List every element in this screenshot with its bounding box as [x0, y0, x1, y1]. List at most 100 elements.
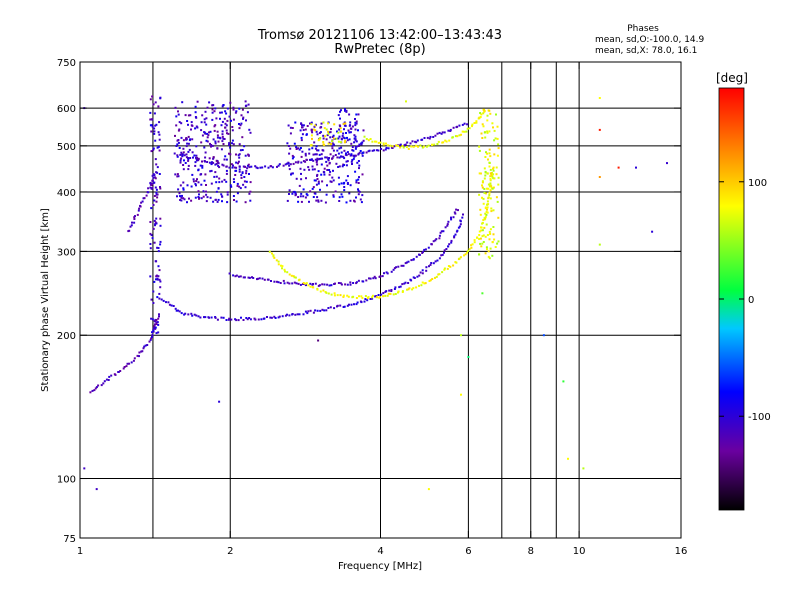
cluster-point	[314, 147, 317, 150]
cluster-point	[495, 113, 497, 116]
trace-point	[393, 267, 396, 270]
cluster-point	[211, 144, 214, 147]
cluster-point	[231, 166, 234, 169]
trace-point	[281, 267, 283, 270]
cluster-point	[355, 140, 358, 143]
cluster-point	[224, 155, 227, 158]
cluster-point	[248, 173, 250, 175]
cluster-point	[297, 196, 300, 198]
cluster-point	[228, 142, 231, 145]
trace-point	[225, 319, 228, 321]
cluster-point	[149, 232, 152, 235]
trace-point	[466, 251, 468, 254]
cluster-point	[332, 149, 335, 152]
trace-point	[333, 294, 336, 297]
cluster-point	[216, 136, 219, 139]
cluster-point	[338, 128, 341, 131]
trace-point	[412, 145, 415, 148]
cluster-point	[483, 188, 486, 190]
trace-point	[401, 145, 404, 147]
cluster-point	[325, 160, 328, 163]
trace-point	[108, 375, 111, 378]
trace-point	[256, 167, 259, 170]
cluster-point	[232, 118, 235, 121]
trace-point	[377, 141, 380, 144]
trace-point	[277, 164, 280, 167]
trace-point	[486, 208, 488, 211]
y-tick-label: 300	[57, 247, 76, 258]
cluster-point	[153, 241, 156, 244]
trace-point	[302, 282, 305, 284]
trace-point	[404, 262, 407, 265]
trace-point	[95, 386, 98, 389]
trace-point	[386, 144, 389, 147]
trace-point	[177, 309, 179, 312]
cluster-point	[344, 139, 347, 142]
trace-point	[204, 160, 206, 163]
colorbar-tick-label: 0	[748, 295, 754, 306]
trace-point	[471, 123, 474, 126]
cluster-point	[155, 163, 158, 166]
cluster-point	[182, 139, 185, 142]
cluster-point	[325, 193, 328, 196]
cluster-point	[245, 172, 248, 175]
cluster-point	[342, 182, 345, 185]
cluster-point	[224, 126, 227, 129]
cluster-point	[288, 152, 291, 155]
trace-point	[385, 271, 388, 274]
trace-point	[146, 344, 149, 346]
cluster-point	[358, 176, 360, 179]
cluster-point	[215, 181, 218, 184]
trace-point	[419, 271, 422, 274]
cluster-point	[195, 180, 198, 182]
cluster-point	[481, 235, 484, 238]
trace-point	[463, 122, 466, 125]
trace-point	[386, 272, 389, 275]
trace-point	[418, 253, 421, 256]
isolated-point	[598, 128, 601, 131]
trace-point	[179, 153, 182, 156]
cluster-point	[314, 153, 317, 156]
trace-point	[448, 139, 451, 142]
cluster-point	[249, 199, 252, 202]
cluster-point	[194, 105, 197, 108]
trace-point	[240, 316, 242, 319]
trace-point	[422, 145, 425, 148]
cluster-point	[221, 180, 224, 183]
trace-point	[136, 354, 139, 357]
trace-point	[434, 239, 437, 242]
cluster-point	[214, 198, 217, 201]
cluster-point	[490, 207, 493, 210]
cluster-point	[206, 132, 209, 135]
trace-point	[438, 257, 441, 260]
trace-point	[377, 149, 380, 152]
cluster-point	[201, 114, 204, 117]
trace-point	[480, 229, 483, 232]
cluster-point	[233, 181, 236, 183]
trace-point	[119, 370, 122, 372]
trace-point	[406, 141, 409, 144]
cluster-point	[481, 242, 484, 245]
trace-point	[350, 303, 353, 306]
trace-point	[449, 128, 452, 131]
cluster-point	[485, 213, 488, 216]
trace-point	[470, 246, 473, 249]
cluster-point	[484, 252, 487, 255]
trace-point	[195, 314, 198, 317]
cluster-point	[221, 130, 224, 133]
trace-point	[174, 307, 177, 310]
cluster-point	[243, 180, 246, 183]
trace-point	[438, 131, 441, 134]
trace-point	[284, 270, 286, 273]
cluster-point	[158, 133, 161, 136]
trace-point	[292, 275, 295, 278]
cluster-point	[151, 237, 154, 240]
cluster-point	[203, 131, 206, 134]
trace-point	[431, 143, 434, 146]
cluster-point	[153, 130, 156, 133]
cluster-point	[240, 174, 243, 177]
cluster-point	[486, 152, 489, 155]
cluster-point	[351, 163, 353, 165]
